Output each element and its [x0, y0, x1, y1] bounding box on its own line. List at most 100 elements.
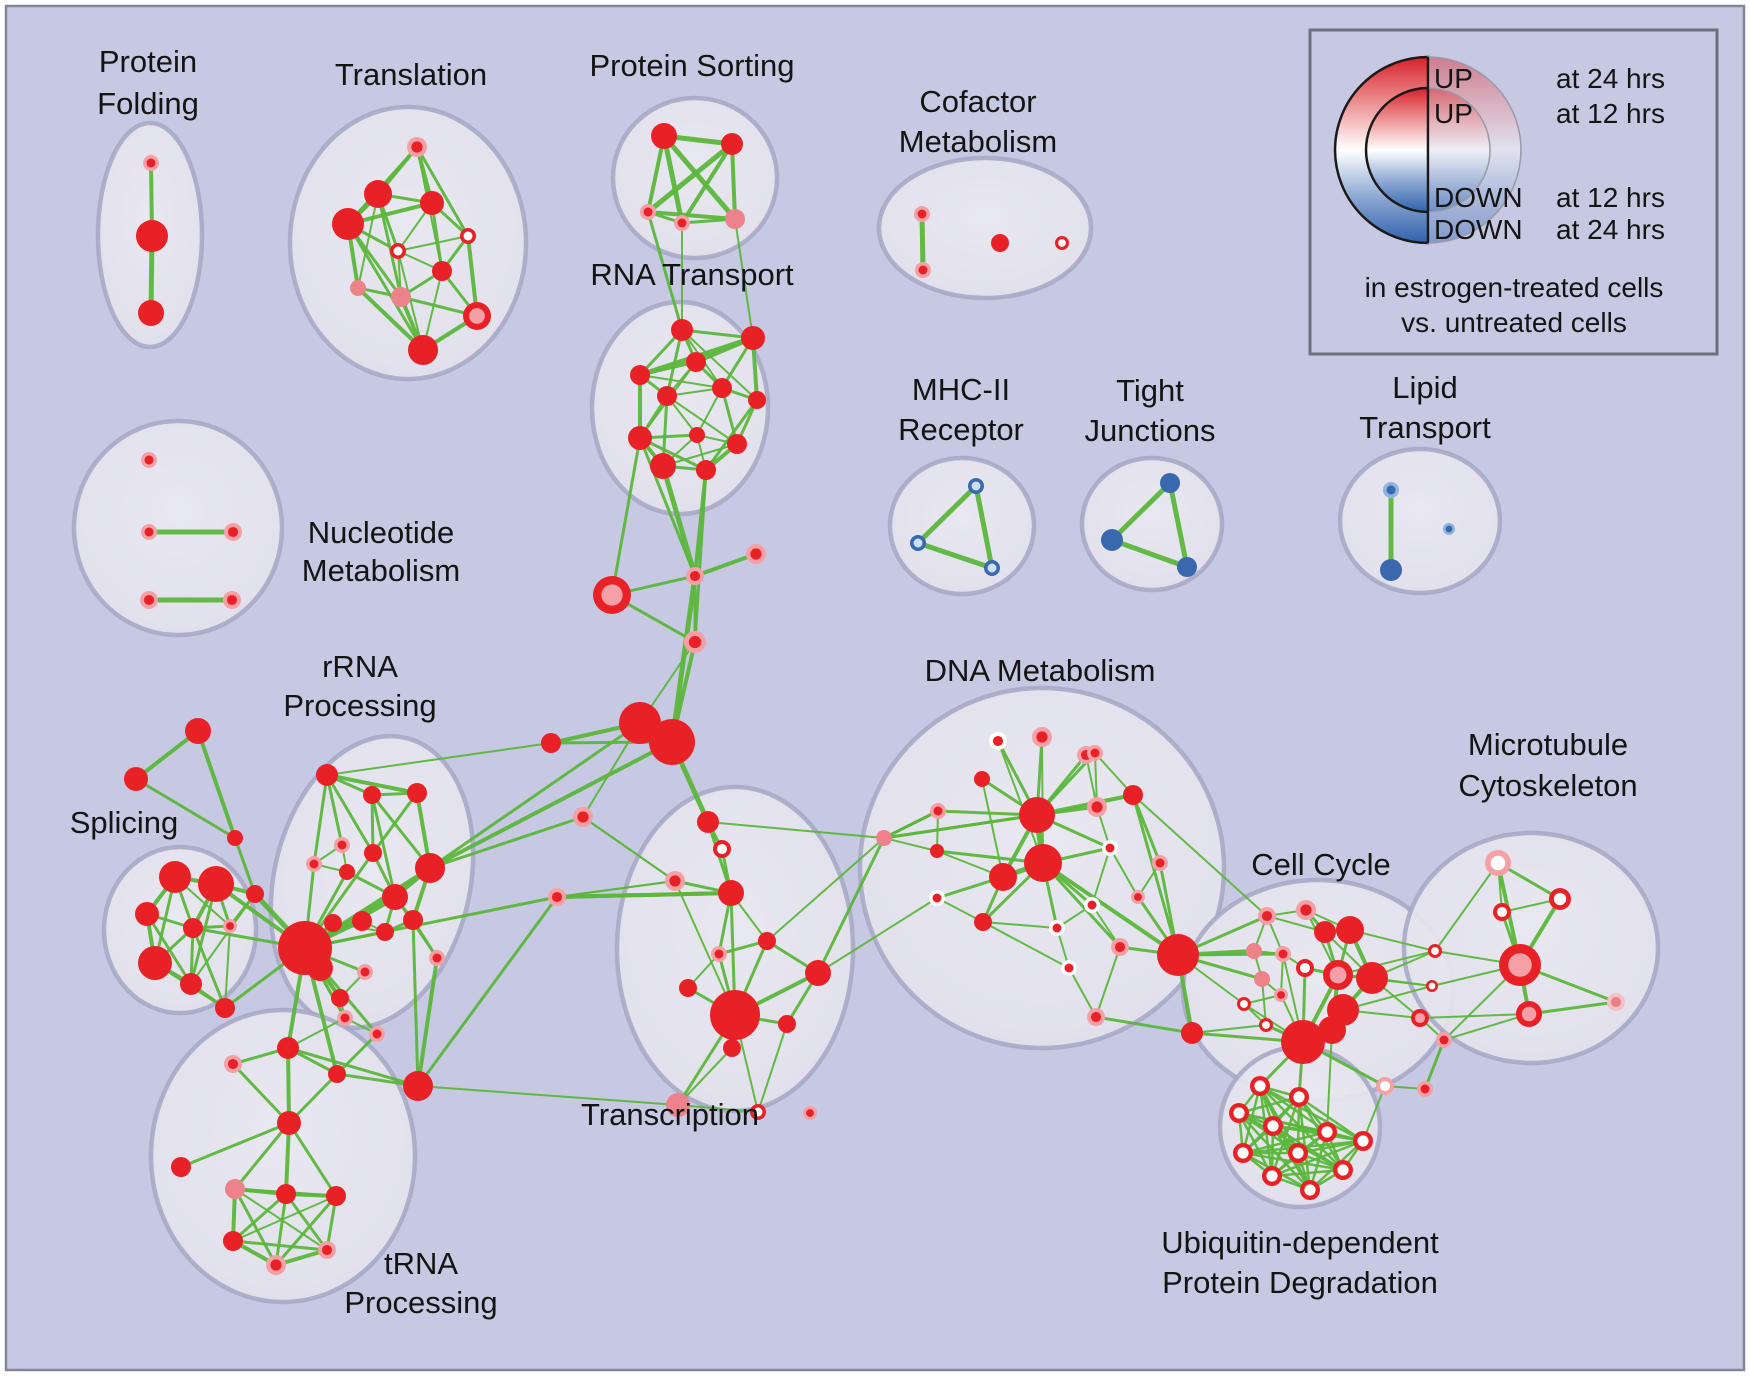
- legend-down24-label: DOWN: [1434, 214, 1523, 245]
- node-core: [913, 538, 923, 548]
- node-core: [1278, 949, 1288, 959]
- edge: [707, 821, 885, 839]
- node-core: [1300, 904, 1312, 916]
- node: [710, 990, 760, 1040]
- node-core: [1064, 963, 1074, 973]
- node: [124, 767, 148, 791]
- node: [135, 902, 159, 926]
- node: [364, 180, 392, 208]
- node: [408, 335, 438, 365]
- legend-down12-label: DOWN: [1434, 182, 1523, 213]
- edge: [287, 1121, 338, 1198]
- edge: [973, 483, 995, 571]
- node-core: [1553, 892, 1567, 906]
- node-core: [1134, 893, 1142, 901]
- edge: [325, 773, 375, 855]
- node: [352, 911, 372, 931]
- node: [420, 191, 444, 215]
- node-core: [1357, 1135, 1369, 1147]
- node: [1123, 785, 1143, 805]
- legend-down12-time: at 12 hrs: [1556, 182, 1665, 213]
- edge: [1095, 946, 1121, 1018]
- node: [541, 733, 561, 753]
- node-core: [463, 231, 473, 241]
- node: [376, 923, 394, 941]
- node: [1177, 557, 1197, 577]
- cluster-label-trna-processing: Processing: [344, 1285, 497, 1320]
- edge: [1443, 1013, 1530, 1041]
- cluster-ellipse-tight-junctions: [1079, 455, 1225, 593]
- cluster-label-ubiquitin-degradation: Ubiquitin-dependent: [1161, 1225, 1439, 1260]
- edge: [1337, 950, 1436, 976]
- edge: [303, 895, 559, 950]
- node: [180, 973, 202, 995]
- edge: [766, 837, 885, 942]
- node-core: [226, 922, 234, 930]
- edge: [997, 740, 1044, 864]
- cluster-label-splicing: Splicing: [70, 805, 179, 840]
- node: [339, 864, 355, 880]
- node: [324, 914, 342, 932]
- node: [725, 209, 745, 229]
- node: [328, 1065, 346, 1083]
- node-core: [551, 891, 563, 903]
- edge: [325, 773, 419, 795]
- node: [974, 913, 992, 931]
- cluster-label-microtubule-cytoskeleton: Microtubule: [1468, 727, 1628, 762]
- edge: [681, 329, 758, 401]
- node-core: [1337, 1164, 1349, 1176]
- node-core: [1036, 731, 1048, 743]
- edge: [416, 895, 559, 1088]
- cluster-label-lipid-transport: Transport: [1359, 410, 1491, 445]
- edge: [817, 897, 938, 974]
- node-core: [750, 548, 762, 560]
- edge: [370, 793, 375, 855]
- node-core: [144, 527, 154, 537]
- edge: [1270, 1095, 1301, 1178]
- edge: [274, 1194, 338, 1267]
- node: [1246, 943, 1262, 959]
- legend-up24-label: UP: [1434, 63, 1473, 94]
- edge: [556, 880, 676, 898]
- node-core: [1420, 1084, 1430, 1094]
- edge: [231, 1239, 329, 1252]
- edge: [233, 1187, 278, 1267]
- node: [758, 932, 776, 950]
- edge: [370, 793, 432, 870]
- edge: [428, 740, 674, 870]
- node: [159, 861, 191, 893]
- node-core: [806, 1109, 814, 1117]
- edge: [677, 1047, 733, 1106]
- node-core: [340, 1013, 350, 1023]
- node: [307, 955, 333, 981]
- edge: [357, 193, 379, 289]
- node-core: [918, 265, 928, 275]
- node: [1281, 1020, 1325, 1064]
- edge: [919, 211, 926, 273]
- edge: [1132, 794, 1268, 917]
- cluster-label-rrna-processing: rRNA: [322, 649, 398, 684]
- node: [619, 702, 661, 744]
- node: [778, 1015, 796, 1033]
- node-core: [227, 1058, 239, 1070]
- edge: [982, 921, 1058, 929]
- node-core: [1304, 1184, 1316, 1196]
- node-core: [393, 246, 403, 256]
- node-core: [411, 141, 423, 153]
- node-core: [753, 1107, 763, 1117]
- node-core: [933, 806, 943, 816]
- node-core: [1237, 1147, 1249, 1159]
- node: [1327, 994, 1359, 1026]
- edge: [981, 778, 1004, 878]
- node: [712, 378, 732, 398]
- node: [1181, 1022, 1203, 1044]
- edge: [704, 398, 759, 472]
- node-core: [226, 594, 238, 606]
- legend-up12-time: at 12 hrs: [1556, 98, 1665, 129]
- cluster-label-mhc-ii-receptor: Receptor: [898, 412, 1024, 447]
- edge: [224, 925, 231, 1009]
- node-core: [1508, 953, 1532, 977]
- edge: [397, 235, 469, 252]
- node-core: [689, 570, 701, 582]
- node-core: [1105, 843, 1115, 853]
